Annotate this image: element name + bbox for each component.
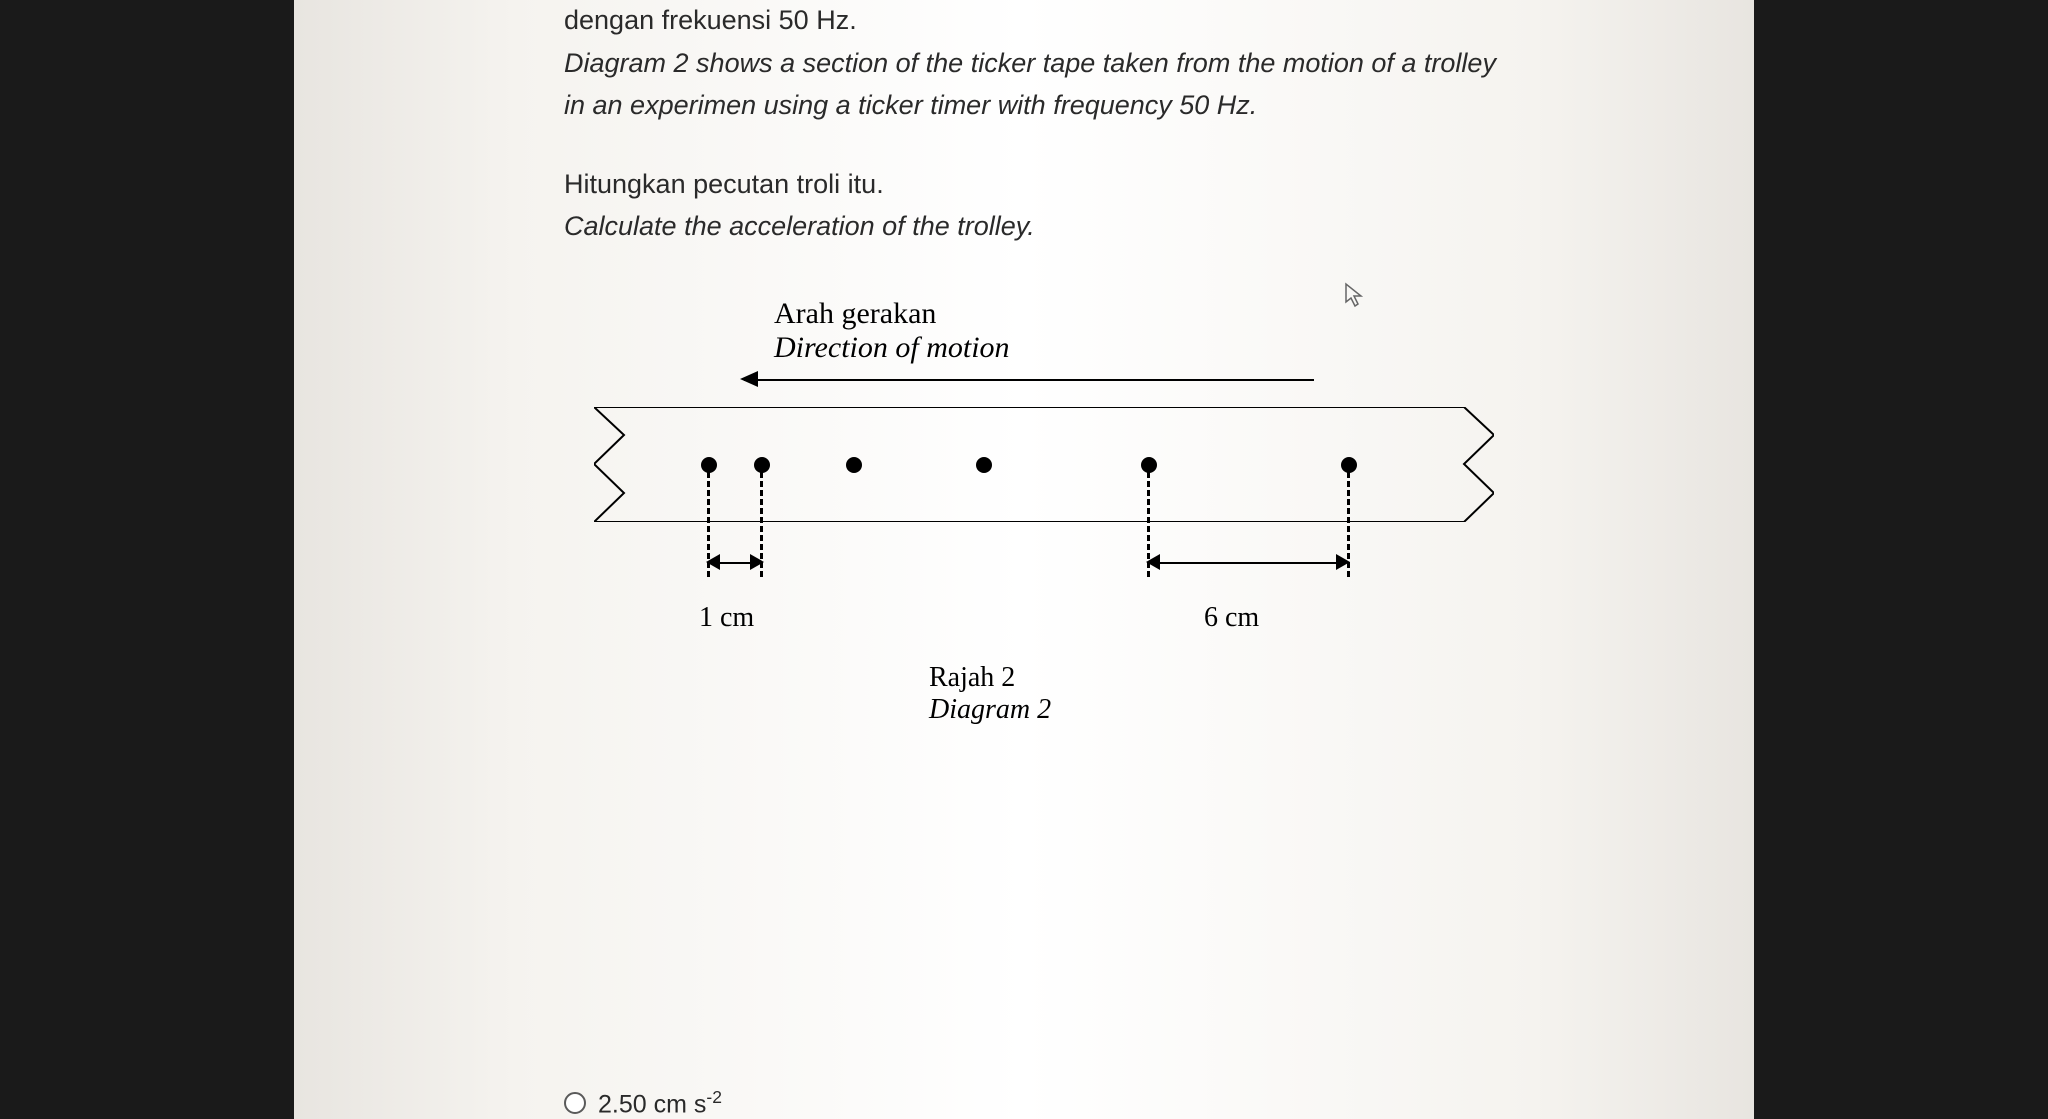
tape-dots [701, 457, 1357, 473]
answer-exp: -2 [706, 1087, 722, 1107]
direction-arrow-head [740, 371, 758, 387]
tape-outline [594, 407, 1494, 522]
answer-option-a[interactable]: 2.50 cm s-2 [564, 1087, 722, 1119]
tape-dot [1341, 457, 1357, 473]
tape-svg [594, 407, 1494, 522]
direction-arrow-line [744, 379, 1314, 381]
caption-en: Diagram 2 [929, 694, 1051, 726]
arrow-right-2 [1336, 554, 1350, 570]
answer-text: 2.50 cm s-2 [598, 1087, 722, 1119]
ticker-tape-diagram: Arah gerakan Direction of motion 1 cm [594, 297, 1494, 817]
text-line-my-1: dengan frekuensi 50 Hz. [564, 0, 1654, 41]
text-line-en-1: Diagram 2 shows a section of the ticker … [564, 43, 1654, 84]
radio-icon[interactable] [564, 1092, 586, 1114]
arrow-right-1 [750, 554, 764, 570]
tape-dot [754, 457, 770, 473]
direction-label-en: Direction of motion [774, 331, 1010, 365]
measure-6cm-label: 6 cm [1204, 602, 1259, 634]
caption-my: Rajah 2 [929, 662, 1051, 694]
arrow-line-2 [1156, 562, 1340, 564]
question-block-1: dengan frekuensi 50 Hz. Diagram 2 shows … [564, 0, 1654, 126]
question-block-2: Hitungkan pecutan troli itu. Calculate t… [564, 164, 1654, 247]
text-line-my-2: Hitungkan pecutan troli itu. [564, 164, 1654, 205]
measure-1cm-label: 1 cm [699, 602, 754, 634]
direction-label-my: Arah gerakan [774, 297, 1010, 331]
ticker-tape [594, 407, 1494, 522]
page-content: dengan frekuensi 50 Hz. Diagram 2 shows … [294, 0, 1754, 1119]
tape-dot [976, 457, 992, 473]
arrow-line-1 [716, 562, 754, 564]
tape-dot [701, 457, 717, 473]
text-line-en-3: Calculate the acceleration of the trolle… [564, 206, 1654, 247]
text-line-en-2: in an experimen using a ticker timer wit… [564, 85, 1654, 126]
direction-label: Arah gerakan Direction of motion [774, 297, 1010, 365]
diagram-caption: Rajah 2 Diagram 2 [929, 662, 1051, 726]
tape-dot [1141, 457, 1157, 473]
answer-value: 2.50 cm s [598, 1090, 706, 1118]
tape-dot [846, 457, 862, 473]
